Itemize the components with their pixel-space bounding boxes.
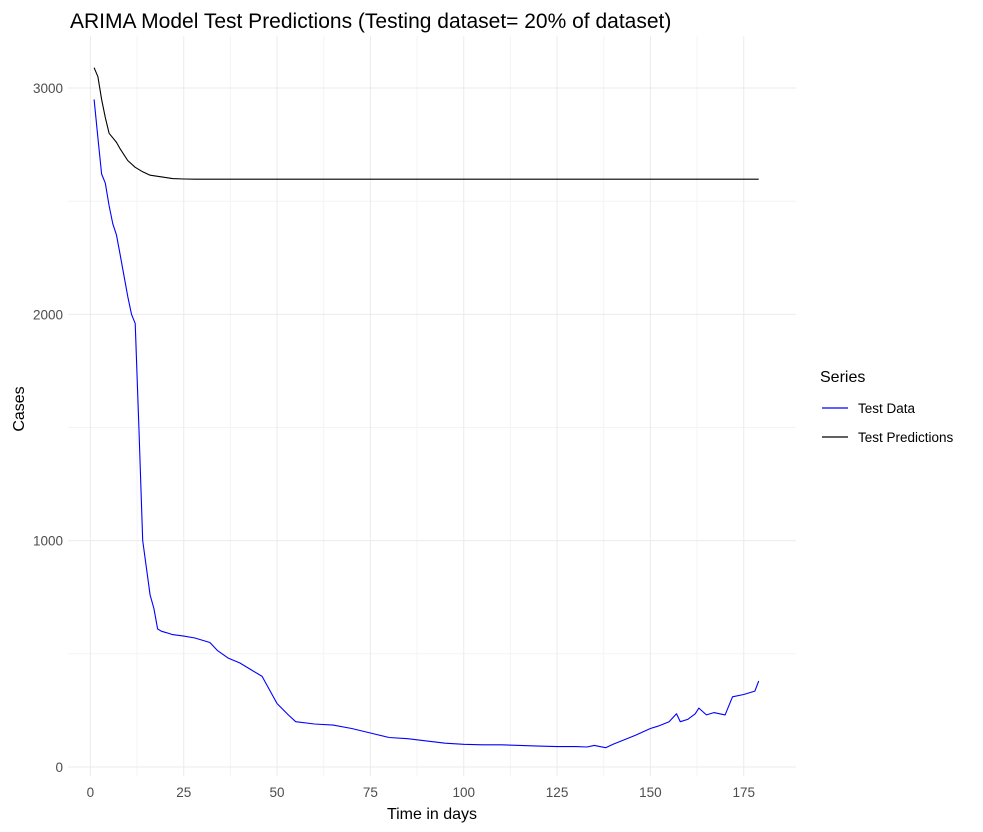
chart-title: ARIMA Model Test Predictions (Testing da… (70, 10, 671, 33)
series-line-test-predictions (93, 67, 759, 180)
y-axis-title: Cases (11, 386, 28, 431)
y-tick-label: 0 (55, 760, 63, 775)
legend-items: Test Data Test Predictions (822, 401, 954, 445)
x-axis-title: Time in days (387, 806, 477, 823)
legend: Series Test Data Test Predictions (820, 369, 954, 445)
x-tick-label: 175 (732, 785, 755, 800)
x-tick-label: 100 (452, 785, 475, 800)
series-line-test-data (93, 99, 760, 749)
y-tick-label: 2000 (33, 307, 63, 322)
series-lines (93, 67, 760, 749)
x-tick-label: 125 (546, 785, 569, 800)
y-tick-label: 3000 (33, 81, 63, 96)
y-axis-ticks: 0 1000 2000 3000 (33, 81, 63, 775)
legend-title: Series (820, 369, 865, 386)
gridlines (68, 36, 796, 776)
legend-label-test-predictions: Test Predictions (858, 430, 954, 445)
x-tick-label: 150 (639, 785, 662, 800)
x-tick-label: 75 (363, 785, 378, 800)
x-axis-ticks: 0 25 50 75 100 125 150 175 (87, 785, 755, 800)
y-tick-label: 1000 (33, 534, 63, 549)
x-tick-label: 0 (87, 785, 95, 800)
x-tick-label: 50 (270, 785, 285, 800)
legend-label-test-data: Test Data (858, 401, 916, 416)
x-tick-label: 25 (176, 785, 191, 800)
